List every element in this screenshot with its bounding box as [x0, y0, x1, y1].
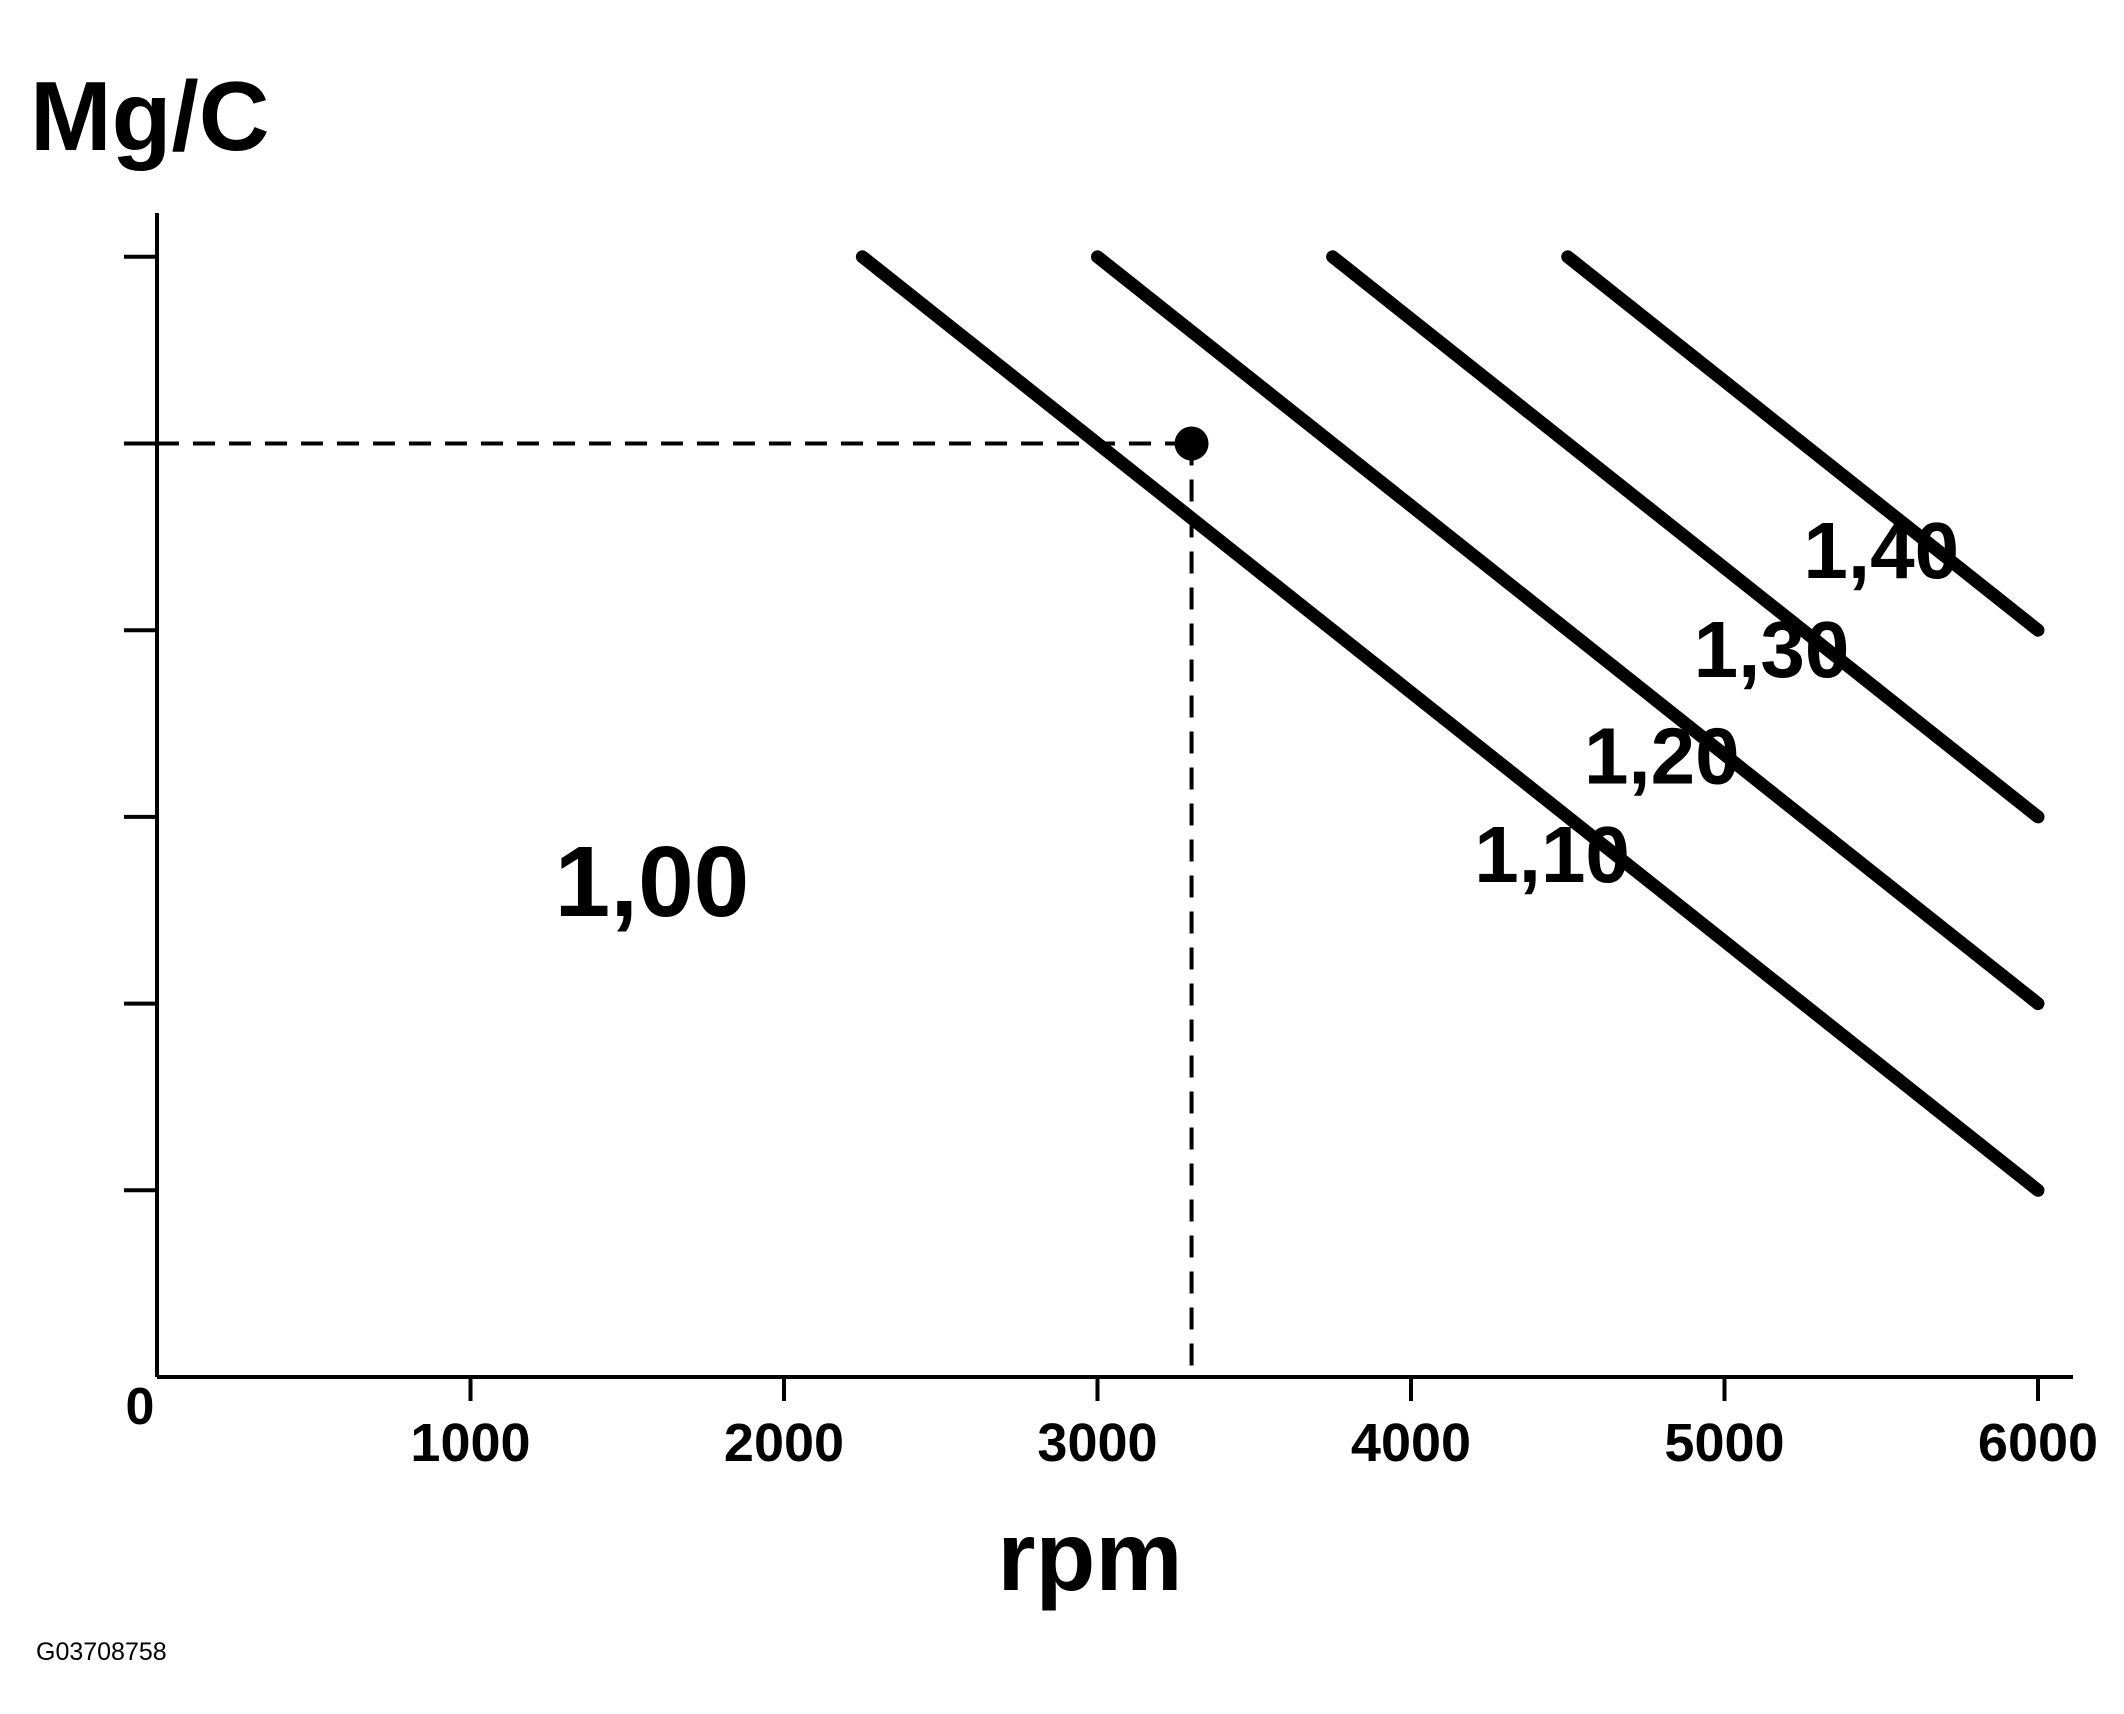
region-label: 1,00: [555, 826, 750, 938]
operating-point-marker: [1174, 426, 1209, 461]
series-label-1: 1,10: [1474, 810, 1630, 899]
series-line-1: [855, 250, 2045, 1197]
origin-label: 0: [126, 1378, 155, 1436]
series-label-4: 1,40: [1803, 506, 1959, 595]
x-tick-label-2000: 2000: [724, 1413, 844, 1473]
x-tick-label-4000: 4000: [1351, 1413, 1471, 1473]
series-line-4: [1561, 250, 2045, 637]
x-tick-label-6000: 6000: [1978, 1413, 2098, 1473]
series-label-3: 1,30: [1694, 605, 1850, 694]
x-tick-label-1000: 1000: [410, 1413, 530, 1473]
series-line-3: [1326, 250, 2045, 824]
x-tick-label-5000: 5000: [1664, 1413, 1784, 1473]
series-line-2: [1091, 250, 2045, 1011]
series-label-2: 1,20: [1584, 711, 1740, 800]
x-axis-label: rpm: [997, 1501, 1182, 1611]
x-tick-label-3000: 3000: [1037, 1413, 1157, 1473]
figure-id: G03708758: [36, 1638, 167, 1666]
y-axis-label: Mg/C: [30, 61, 270, 171]
